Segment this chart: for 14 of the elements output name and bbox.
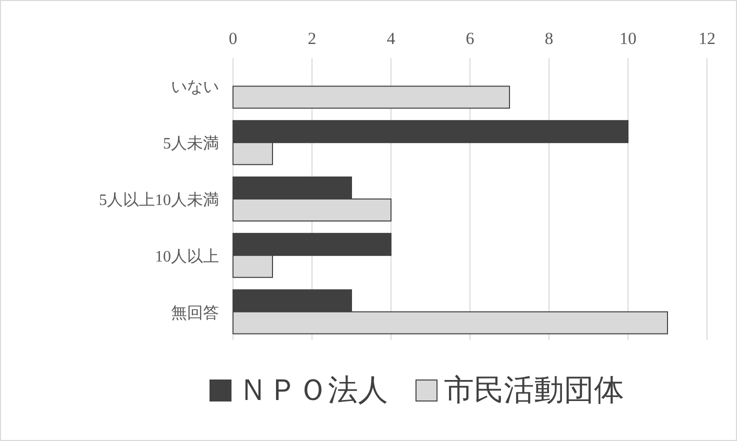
x-tick-label: 4 — [386, 29, 396, 48]
x-tick-label: 0 — [228, 29, 238, 48]
x-tick-label: 6 — [466, 29, 474, 48]
y-tick-label: 10人以上 — [155, 247, 219, 266]
y-tick-label: いない — [171, 79, 219, 96]
x-tick-label: 10 — [620, 29, 636, 48]
y-tick-label: 5人未満 — [163, 134, 219, 153]
y-tick-label: 5人以上10人未満 — [99, 191, 219, 209]
x-tick-label: 8 — [544, 29, 554, 48]
x-tick-label: 2 — [308, 29, 316, 48]
legend-label: 市民活動団体 — [444, 374, 624, 407]
x-tick-label: 12 — [698, 29, 716, 48]
y-tick-label: 無回答 — [171, 304, 219, 322]
legend-label: ＮＰＯ法人 — [238, 374, 388, 407]
